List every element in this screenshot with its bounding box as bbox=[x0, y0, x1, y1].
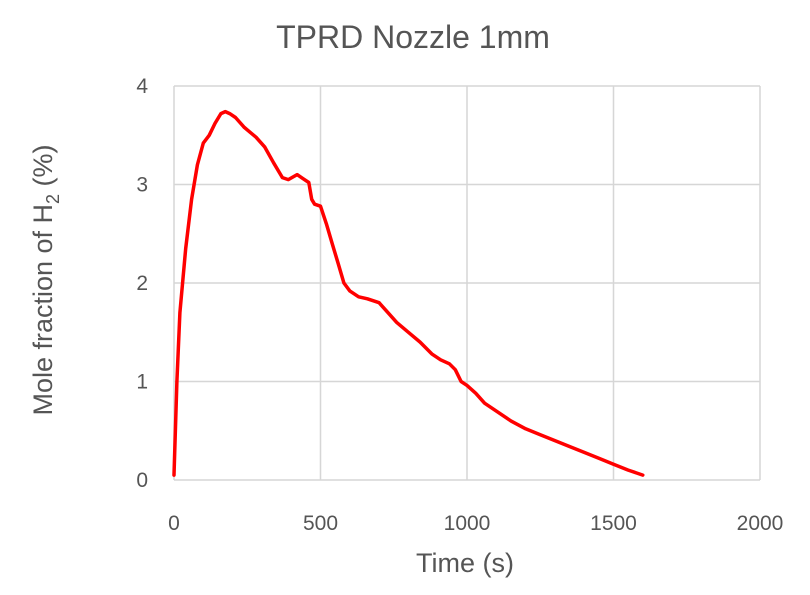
y-tick-label: 0 bbox=[136, 469, 148, 492]
tick-labels: 0 1 2 3 4 0 500 1000 1500 2000 bbox=[136, 75, 783, 535]
series-layer bbox=[172, 109, 645, 477]
y-tick-label: 4 bbox=[136, 75, 148, 98]
chart-title: TPRD Nozzle 1mm bbox=[276, 19, 550, 55]
x-tick-label: 2000 bbox=[737, 512, 784, 535]
x-tick-label: 500 bbox=[303, 512, 338, 535]
x-tick-label: 1500 bbox=[590, 512, 637, 535]
y-axis-label: Mole fraction of H2 (%) bbox=[28, 144, 63, 415]
y-tick-label: 3 bbox=[136, 174, 148, 197]
gridlines bbox=[173, 85, 761, 481]
y-tick-label: 1 bbox=[136, 371, 148, 394]
y-tick-label: 2 bbox=[136, 272, 148, 295]
series-line bbox=[172, 109, 645, 477]
x-tick-label: 1000 bbox=[444, 512, 491, 535]
x-axis-label: Time (s) bbox=[416, 548, 514, 578]
x-tick-label: 0 bbox=[168, 512, 180, 535]
